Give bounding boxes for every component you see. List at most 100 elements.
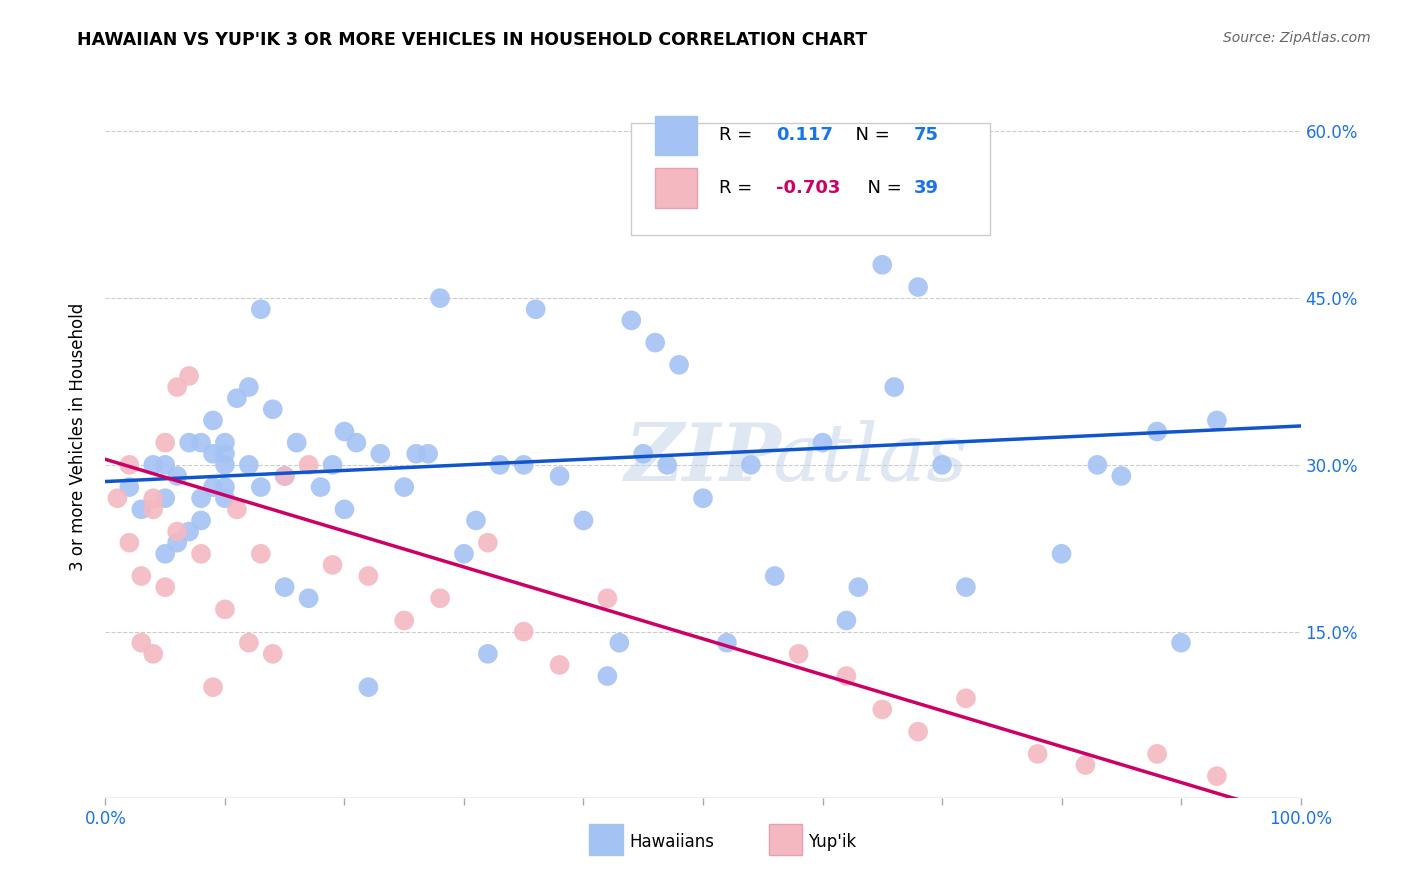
Point	[166, 524, 188, 539]
Point	[955, 580, 977, 594]
Point	[405, 447, 427, 461]
Text: R =: R =	[718, 179, 758, 197]
Point	[835, 669, 858, 683]
Point	[118, 480, 141, 494]
Point	[190, 491, 212, 506]
Point	[429, 291, 451, 305]
Point	[166, 535, 188, 549]
Point	[225, 502, 249, 516]
Point	[846, 580, 869, 594]
Point	[644, 335, 666, 350]
Point	[238, 458, 260, 472]
Point	[273, 580, 295, 594]
Point	[572, 513, 595, 527]
Point	[142, 458, 165, 472]
Text: N =: N =	[856, 179, 907, 197]
Point	[202, 480, 225, 494]
Point	[118, 458, 141, 472]
Point	[153, 435, 177, 450]
Point	[107, 491, 129, 506]
Point	[620, 313, 643, 327]
Point	[513, 458, 536, 472]
Point	[633, 447, 655, 461]
Point	[524, 302, 547, 317]
Point	[872, 702, 894, 716]
Point	[250, 547, 273, 561]
Point	[596, 591, 619, 606]
Point	[346, 435, 368, 450]
Point	[214, 458, 236, 472]
Point	[273, 469, 295, 483]
Text: R =: R =	[718, 127, 758, 145]
Point	[763, 569, 786, 583]
Point	[453, 547, 475, 561]
Point	[225, 391, 249, 405]
Point	[513, 624, 536, 639]
Point	[214, 435, 236, 450]
Point	[955, 691, 977, 706]
Point	[548, 657, 571, 672]
Text: ZIP: ZIP	[624, 420, 782, 498]
Point	[464, 513, 488, 527]
Point	[1170, 636, 1192, 650]
Point	[1146, 747, 1168, 761]
Point	[214, 491, 236, 506]
Point	[1146, 425, 1168, 439]
Point	[118, 535, 141, 549]
Point	[166, 380, 188, 394]
Bar	[655, 169, 697, 208]
Point	[250, 480, 273, 494]
Bar	[589, 824, 623, 855]
Text: atlas: atlas	[773, 420, 967, 498]
Bar	[769, 824, 803, 855]
Point	[596, 669, 619, 683]
Text: HAWAIIAN VS YUP'IK 3 OR MORE VEHICLES IN HOUSEHOLD CORRELATION CHART: HAWAIIAN VS YUP'IK 3 OR MORE VEHICLES IN…	[77, 31, 868, 49]
Point	[214, 602, 236, 616]
Point	[692, 491, 714, 506]
Text: N =: N =	[844, 127, 896, 145]
Point	[489, 458, 512, 472]
Point	[931, 458, 953, 472]
Text: 75: 75	[914, 127, 938, 145]
Point	[418, 447, 440, 461]
Point	[907, 724, 929, 739]
Point	[153, 580, 177, 594]
Point	[811, 435, 834, 450]
Point	[872, 258, 894, 272]
Point	[262, 402, 284, 417]
Point	[129, 636, 153, 650]
Point	[142, 647, 165, 661]
Point	[548, 469, 571, 483]
Point	[1206, 769, 1229, 783]
Point	[177, 368, 201, 383]
Point	[142, 502, 165, 516]
Bar	[655, 116, 697, 155]
Point	[907, 280, 929, 294]
Point	[607, 636, 630, 650]
Text: 0.117: 0.117	[776, 127, 832, 145]
Text: Source: ZipAtlas.com: Source: ZipAtlas.com	[1223, 31, 1371, 45]
Point	[321, 558, 344, 572]
Point	[668, 358, 690, 372]
Point	[238, 380, 260, 394]
Point	[883, 380, 905, 394]
Point	[177, 435, 201, 450]
Point	[153, 458, 177, 472]
Point	[321, 458, 344, 472]
Point	[190, 435, 212, 450]
Point	[153, 491, 177, 506]
Point	[142, 491, 165, 506]
Point	[262, 647, 284, 661]
Point	[166, 469, 188, 483]
Text: Hawaiians: Hawaiians	[628, 833, 714, 851]
Point	[392, 614, 416, 628]
Point	[202, 447, 225, 461]
FancyBboxPatch shape	[631, 123, 990, 235]
Point	[333, 425, 356, 439]
Text: -0.703: -0.703	[776, 179, 841, 197]
Y-axis label: 3 or more Vehicles in Household: 3 or more Vehicles in Household	[69, 303, 87, 571]
Text: 39: 39	[914, 179, 938, 197]
Point	[285, 435, 308, 450]
Point	[835, 614, 858, 628]
Point	[129, 569, 153, 583]
